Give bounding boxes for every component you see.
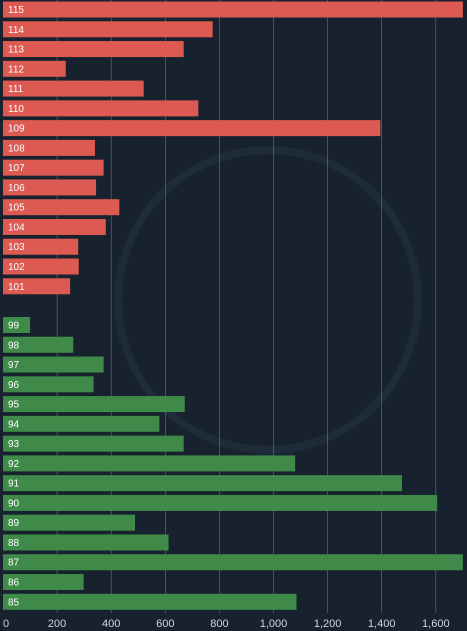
bar-category-label: 90 xyxy=(8,498,20,509)
bar-category-label: 103 xyxy=(8,242,25,253)
bar-category-label: 104 xyxy=(8,222,25,233)
bar[interactable] xyxy=(3,179,97,196)
x-tick-label: 1,400 xyxy=(368,618,396,630)
bar-category-label: 94 xyxy=(8,419,20,430)
bar[interactable] xyxy=(3,60,66,77)
bar-category-label: 113 xyxy=(8,45,24,56)
bar-category-label: 92 xyxy=(8,459,20,470)
bar[interactable] xyxy=(3,514,136,531)
bar[interactable] xyxy=(3,554,463,571)
bar[interactable] xyxy=(3,258,79,275)
bar[interactable] xyxy=(3,475,402,492)
bar[interactable] xyxy=(3,494,438,511)
bar[interactable] xyxy=(3,100,199,117)
bar[interactable] xyxy=(3,396,185,413)
bar-category-label: 105 xyxy=(8,203,25,214)
x-tick-label: 1,600 xyxy=(422,618,450,630)
bar-category-label: 102 xyxy=(8,262,25,273)
bar[interactable] xyxy=(3,21,213,38)
bar-category-label: 109 xyxy=(8,124,25,135)
x-axis-ticks: 0 200 400 600 800 1,000 1,200 1,400 1,600 xyxy=(3,618,450,630)
bar-category-label: 110 xyxy=(8,104,24,115)
bars: 115 114 113 112 111 110 109 108 107 106 105 104 103 1… xyxy=(3,1,463,610)
bar-category-label: 95 xyxy=(8,400,20,411)
bar[interactable] xyxy=(3,120,381,137)
x-tick-label: 200 xyxy=(48,618,66,630)
bar-category-label: 99 xyxy=(8,321,20,332)
bar[interactable] xyxy=(3,376,94,393)
bar-category-label: 98 xyxy=(8,340,20,351)
bar-category-label: 106 xyxy=(8,183,25,194)
bar[interactable] xyxy=(3,593,297,610)
x-tick-label: 1,200 xyxy=(314,618,342,630)
bar-category-label: 101 xyxy=(8,282,25,293)
bar-category-label: 115 xyxy=(8,5,24,16)
x-tick-label: 600 xyxy=(156,618,174,630)
bar[interactable] xyxy=(3,238,79,255)
x-tick-label: 800 xyxy=(210,618,228,630)
bar[interactable] xyxy=(3,139,95,156)
watermark-logo xyxy=(114,146,422,454)
bar[interactable] xyxy=(3,336,74,353)
bar-category-label: 91 xyxy=(8,479,20,490)
bar[interactable] xyxy=(3,159,104,176)
bar-category-label: 107 xyxy=(8,163,25,174)
bar[interactable] xyxy=(3,218,106,235)
bar[interactable] xyxy=(3,199,120,216)
bar-category-label: 111 xyxy=(8,84,24,95)
bar[interactable] xyxy=(3,455,296,472)
bar[interactable] xyxy=(3,415,160,432)
bar[interactable] xyxy=(3,356,104,373)
bar[interactable] xyxy=(3,534,169,551)
bar-category-label: 89 xyxy=(8,518,20,529)
bar-category-label: 114 xyxy=(8,25,24,36)
bar-category-label: 87 xyxy=(8,558,20,569)
bar[interactable] xyxy=(3,80,144,97)
bar-category-label: 108 xyxy=(8,143,25,154)
bar[interactable] xyxy=(3,278,71,295)
bar[interactable] xyxy=(3,1,463,18)
bar[interactable] xyxy=(3,317,31,333)
bar-category-label: 88 xyxy=(8,538,20,549)
x-tick-label: 400 xyxy=(102,618,120,630)
bar-category-label: 85 xyxy=(8,597,20,608)
bar-category-label: 93 xyxy=(8,439,20,450)
bar-category-label: 97 xyxy=(8,360,20,371)
bar-category-label: 96 xyxy=(8,380,20,391)
bar[interactable] xyxy=(3,435,184,452)
bar-category-label: 112 xyxy=(8,64,24,75)
x-tick-label: 0 xyxy=(3,618,9,630)
bar[interactable] xyxy=(3,574,84,591)
bar[interactable] xyxy=(3,41,184,58)
x-tick-label: 1,000 xyxy=(260,618,288,630)
bar-category-label: 86 xyxy=(8,578,20,589)
